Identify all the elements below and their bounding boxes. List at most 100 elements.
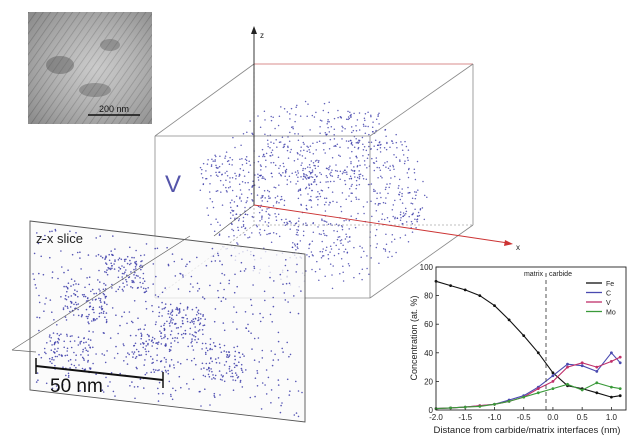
atom-dot [331,287,334,290]
atom-dot [191,321,194,323]
atom-dot [249,164,252,166]
atom-dot [69,230,71,233]
atom-dot [292,127,294,130]
atom-dot [56,350,58,353]
atom-dot [270,172,273,175]
atom-dot [145,300,147,303]
atom-dot [161,291,164,294]
atom-dot [60,250,62,252]
atom-dot [49,230,51,233]
atom-dot [256,225,258,228]
atom-dot [186,383,188,385]
tem-micrograph: 200 nm [28,12,152,124]
atom-dot [242,224,245,226]
atom-dot [259,126,262,128]
atom-dot [200,173,203,175]
atom-dot [57,342,60,344]
atom-dot [233,366,236,369]
atom-dot [66,350,68,352]
atom-dot [327,180,329,183]
atom-dot [277,124,280,127]
atom-dot [407,149,410,151]
atom-dot [345,219,347,221]
atom-dot [150,340,153,342]
atom-dot [218,234,221,236]
data-point-v [580,361,584,365]
atom-dot [263,190,266,192]
atom-dot [413,191,416,193]
atom-dot [356,176,359,179]
data-point-fe [610,395,613,399]
atom-dot [357,160,360,162]
atom-dot [173,367,175,369]
atom-dot [336,143,339,145]
atom-dot [98,269,100,272]
atom-dot [300,164,302,167]
atom-dot [251,198,253,201]
atom-dot [232,321,234,323]
atom-dot [328,101,330,104]
atom-dot [252,254,255,257]
atom-dot [223,329,226,332]
atom-dot [343,250,345,253]
atom-dot [276,200,278,203]
atom-dot [339,146,341,148]
atom-dot [61,355,63,358]
atom-dot [73,292,75,295]
atom-dot [112,235,114,237]
atom-dot [67,282,70,285]
data-point-mo [507,400,511,403]
atom-dot [214,345,217,348]
atom-dot [271,154,274,156]
atom-dot [268,233,270,235]
atom-dot [245,155,248,158]
atom-dot [170,359,173,361]
atom-dot [77,344,80,346]
atom-dot [318,159,320,162]
atom-dot [324,142,326,144]
atom-dot [225,351,228,353]
atom-dot [231,176,234,179]
atom-dot [329,263,332,265]
atom-dot [247,181,249,184]
atom-dot [108,253,110,256]
atom-dot [385,233,387,236]
atom-dot [70,295,73,297]
atom-dot [251,348,253,350]
atom-dot [395,141,398,144]
atom-dot [340,205,342,208]
atom-dot [70,346,73,349]
atom-dot [327,119,329,121]
atom-dot [411,222,414,225]
atom-dot [315,111,317,114]
atom-dot [117,276,120,279]
atom-dot [258,211,261,214]
atom-dot [63,271,65,274]
atom-dot [85,349,88,352]
atom-dot [297,225,300,228]
atom-dot [328,148,331,150]
atom-dot [208,362,211,365]
atom-dot [100,305,103,308]
atom-dot [257,176,259,179]
atom-dot [142,277,145,280]
atom-dot [235,311,238,314]
atom-dot [193,323,195,325]
atom-dot [297,172,300,174]
atom-dot [54,352,56,354]
x-ticks: -2.0 -1.5 -1.0 -0.5 0.0 0.5 1.0 [429,407,617,422]
atom-dot [305,222,307,224]
atom-dot [145,290,148,293]
atom-dot [73,303,75,306]
atom-dot [261,200,263,202]
atom-dot [220,191,222,193]
atom-dot [43,347,46,350]
atom-dot [308,176,311,178]
atom-dot [84,347,87,349]
atom-dot [296,246,299,248]
atom-dot [93,292,95,295]
atom-dot [205,170,207,172]
atom-dot [137,317,139,320]
x-tick-label: -0.5 [517,413,531,422]
atom-dot [263,110,266,112]
